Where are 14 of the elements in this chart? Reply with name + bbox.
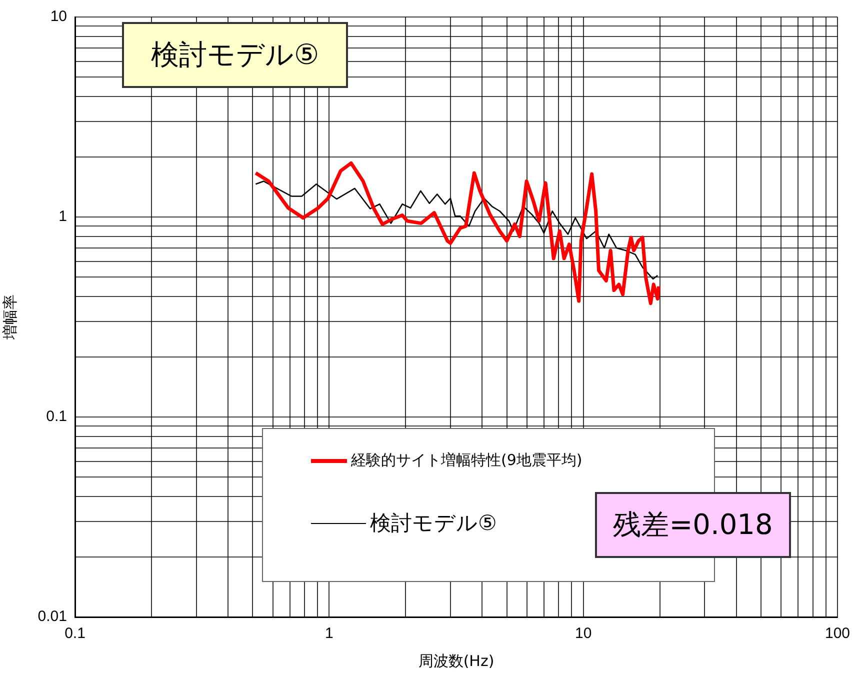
x-tick-label: 1 xyxy=(324,625,334,642)
x-tick-label: 0.1 xyxy=(64,625,86,642)
y-tick-label: 10 xyxy=(50,8,67,26)
x-axis-title: 周波数(Hz) xyxy=(418,652,494,670)
text: 検討モデル⑤ xyxy=(122,22,348,88)
y-tick-label: 0.1 xyxy=(46,408,67,426)
x-tick-label: 100 xyxy=(824,625,850,642)
y-axis-title: 増幅率 xyxy=(0,294,19,340)
legend-label: 検討モデル⑤ xyxy=(370,510,497,537)
annotation: 残差=0.018 xyxy=(595,492,791,558)
legend-label: 経験的サイト増幅特性(9地震平均) xyxy=(351,451,582,470)
y-tick-label: 1 xyxy=(58,208,67,226)
x-tick-label: 10 xyxy=(574,625,592,642)
y-tick-label: 0.01 xyxy=(38,608,67,626)
